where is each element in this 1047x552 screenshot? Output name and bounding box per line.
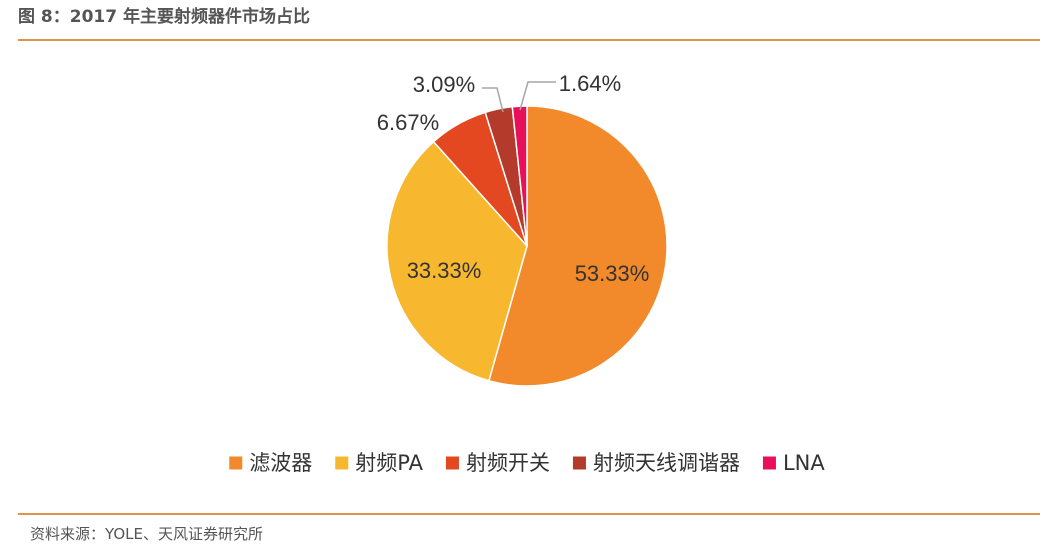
legend-swatch — [762, 456, 776, 470]
legend-item-0: 滤波器 — [229, 451, 312, 475]
legend-item-4: LNA — [762, 451, 825, 475]
legend-label: LNA — [783, 451, 825, 475]
figure-title: 图 8：2017 年主要射频器件市场占比 — [18, 7, 310, 27]
legend-swatch — [229, 456, 243, 470]
legend-swatch — [572, 456, 586, 470]
legend-label: 射频天线调谐器 — [593, 451, 740, 475]
slice-1-data-label: 33.33% — [407, 258, 482, 283]
legend-label: 滤波器 — [249, 451, 312, 475]
slice-0-data-label: 53.33% — [575, 261, 650, 286]
slice-3-leader-line — [482, 87, 504, 113]
slice-3-data-label: 3.09% — [413, 72, 475, 97]
slice-4-wedge — [511, 105, 528, 247]
legend-swatch — [335, 456, 349, 470]
slice-0-wedge — [487, 105, 668, 387]
source-divider — [18, 513, 1040, 515]
legend-item-2: 射频开关 — [445, 451, 550, 475]
title-divider — [18, 39, 1040, 41]
legend-label: 射频PA — [355, 451, 423, 475]
slice-labels: 53.33% 33.33% 6.67% 3.09% 1.64% — [377, 71, 650, 286]
slice-2-data-label: 6.67% — [377, 110, 439, 135]
legend-swatch — [445, 456, 459, 470]
legend-label: 射频开关 — [466, 451, 550, 475]
leader-lines — [482, 81, 556, 113]
legend-item-3: 射频天线调谐器 — [572, 451, 740, 475]
slice-4-data-label: 1.64% — [559, 71, 621, 96]
pie-slices — [386, 105, 668, 387]
slice-1-wedge — [386, 140, 528, 382]
chart-legend: 滤波器 射频PA 射频开关 射频天线调谐器 LNA — [229, 451, 825, 475]
legend-item-1: 射频PA — [335, 451, 424, 475]
slice-4-leader-line — [519, 81, 556, 111]
source-note: 资料来源：YOLE、天风证券研究所 — [30, 525, 263, 543]
